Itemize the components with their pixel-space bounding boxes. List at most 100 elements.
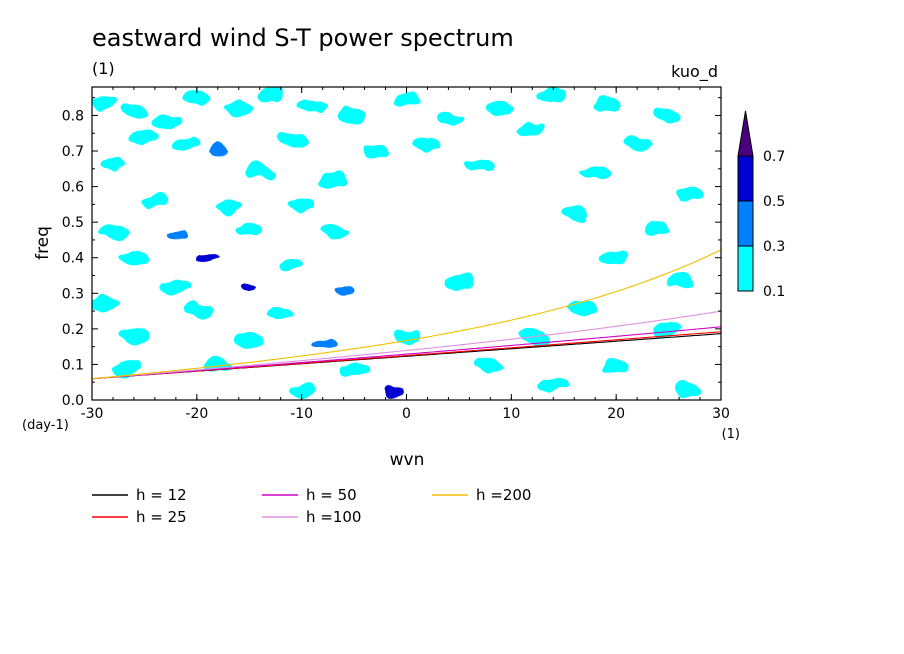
heatmap-cell: [235, 332, 264, 347]
y-axis-ticks: 0.0 0.1 0.2 0.3 0.4 0.5 0.6 0.7 0.8: [62, 97, 721, 409]
legend: h = 12 h = 25 h = 50 h =100 h =200: [92, 486, 531, 526]
heatmap-cell: [476, 357, 505, 372]
heatmap-cell: [570, 300, 599, 315]
heatmap-cell: [665, 275, 694, 290]
heatmap-cell: [161, 279, 190, 294]
heatmap-cell: [434, 112, 463, 127]
heatmap-cell: [208, 146, 228, 156]
heatmap-cell: [539, 87, 568, 102]
y-tick-label: 0.0: [62, 393, 84, 409]
heatmap-cell: [444, 275, 473, 290]
heatmap-cell: [465, 158, 494, 173]
legend-label: h = 50: [306, 486, 357, 504]
heatmap-cell: [277, 133, 306, 148]
y-tick-label: 0.1: [62, 357, 84, 373]
heatmap-cell: [333, 284, 354, 295]
heatmap-cell: [654, 321, 683, 336]
colorbar-label: 0.1: [763, 284, 785, 300]
heatmap-cell: [591, 97, 620, 112]
colorbar-extension: [737, 110, 754, 157]
dispersion-curve: [92, 249, 721, 380]
colorbar-segment: [737, 245, 754, 292]
heatmap-cell: [277, 257, 306, 272]
dispersion-curves: [92, 249, 721, 380]
x-tick-label: -30: [81, 406, 104, 422]
colorbar-segment: [737, 200, 754, 247]
heatmap-cell: [675, 382, 704, 397]
heatmap-cell: [182, 90, 211, 105]
heatmap-cell: [319, 225, 348, 240]
heatmap-cell: [239, 281, 260, 292]
heatmap-cell: [151, 115, 180, 130]
heatmap-cell: [172, 136, 201, 151]
y-tick-label: 0.5: [62, 215, 84, 231]
heatmap-cell: [119, 250, 148, 265]
y-tick-label: 0.3: [62, 286, 84, 302]
heatmap-cell: [140, 193, 169, 208]
x-tick-label: 20: [607, 406, 625, 422]
y-axis-label: freq: [33, 226, 53, 260]
heatmap-cells: [92, 87, 704, 398]
x-tick-label: 10: [502, 406, 520, 422]
x-tick-label: -20: [185, 406, 208, 422]
legend-label: h = 25: [136, 508, 187, 526]
colorbar-label: 0.3: [763, 239, 785, 255]
heatmap-cell: [340, 108, 369, 123]
x-tick-label: 30: [712, 406, 730, 422]
heatmap-cell: [197, 252, 218, 263]
legend-label: h =200: [476, 486, 531, 504]
plot-background: [92, 87, 721, 400]
heatmap-cell: [361, 144, 390, 159]
heatmap-cell: [539, 378, 568, 393]
y-tick-label: 0.8: [62, 108, 84, 124]
heatmap-cell: [560, 208, 589, 223]
heatmap-cell: [130, 129, 159, 144]
chart-title: eastward wind S-T power spectrum: [92, 24, 514, 52]
colorbar-label: 0.5: [763, 194, 785, 210]
heatmap-cell: [119, 104, 148, 119]
heatmap-cell: [602, 250, 631, 265]
heatmap-cell: [340, 360, 369, 375]
heatmap-cell: [214, 200, 243, 215]
heatmap-cell: [413, 136, 442, 151]
chart-subtitle-right: kuo_d: [671, 62, 718, 82]
y-tick-label: 0.6: [62, 180, 84, 196]
heatmap-cell: [581, 165, 610, 180]
heatmap-cell: [182, 304, 211, 319]
heatmap-cell: [109, 360, 138, 375]
y-tick-label: 0.7: [62, 144, 84, 160]
dispersion-curve: [92, 326, 721, 380]
colorbar: 0.1 0.3 0.5 0.7: [737, 110, 785, 300]
heatmap-cell: [486, 101, 515, 116]
heatmap-cell: [266, 307, 295, 322]
heatmap-cell: [92, 296, 117, 311]
heatmap-cell: [166, 231, 186, 242]
heatmap-cell: [224, 101, 253, 116]
colorbar-label: 0.7: [763, 149, 785, 165]
heatmap-cell: [98, 158, 127, 173]
heatmap-cell: [675, 186, 704, 201]
y-axis-unit: (day-1): [22, 418, 69, 433]
heatmap-cell: [245, 165, 274, 180]
x-axis-label: wvn: [390, 450, 425, 470]
heatmap-cell: [256, 87, 285, 102]
heatmap-cell: [644, 222, 673, 237]
heatmap-cell: [298, 97, 327, 112]
heatmap-cell: [319, 172, 348, 187]
chart-subtitle-left: (1): [92, 59, 115, 78]
plot-area: -30 -20 -10 0 10 20 30 0.00.10.20.30.40.50.60.…: [62, 86, 730, 422]
legend-label: h = 12: [136, 486, 187, 504]
heatmap-cell: [287, 197, 316, 212]
y-tick-label: 0.2: [62, 322, 84, 338]
heatmap-cell: [386, 387, 406, 398]
heatmap-cell: [235, 222, 264, 237]
x-axis-ticks: -30 -20 -10 0 10 20 30: [81, 87, 730, 422]
heatmap-cell: [602, 360, 631, 375]
heatmap-cell: [518, 122, 547, 137]
x-axis-unit: (1): [722, 427, 740, 442]
x-tick-label: -10: [290, 406, 313, 422]
heatmap-cell: [98, 225, 127, 240]
heatmap-cell: [92, 94, 117, 109]
legend-label: h =100: [306, 508, 361, 526]
